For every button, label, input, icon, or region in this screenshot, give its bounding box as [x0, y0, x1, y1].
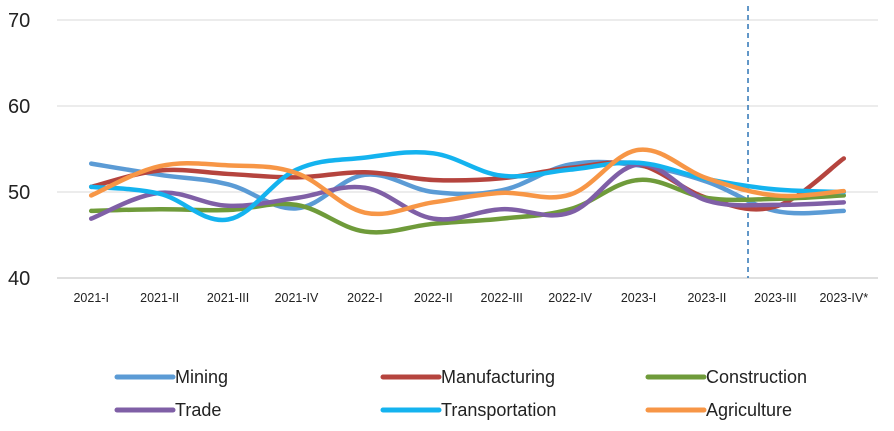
x-tick-label: 2021-IV — [275, 291, 319, 305]
y-tick-label: 40 — [8, 268, 30, 290]
x-axis-ticks: 2021-I 2021-II 2021-III 2021-IV 2022-I 2022-I… — [73, 291, 868, 305]
series-lines — [88, 147, 847, 235]
x-tick-label: 2022-III — [481, 291, 523, 305]
series-line-construction — [88, 177, 847, 235]
series-line-agriculture — [88, 147, 847, 217]
y-axis-ticks: 40 50 60 70 — [8, 10, 30, 290]
series-line-trade — [88, 162, 847, 222]
x-tick-label: 2022-IV — [548, 291, 592, 305]
legend-label-mining: Mining — [175, 367, 228, 387]
x-tick-label: 2021-I — [73, 291, 108, 305]
x-tick-label: 2021-II — [140, 291, 179, 305]
legend-label-trade: Trade — [175, 400, 221, 420]
y-tick-label: 60 — [8, 96, 30, 118]
gridlines — [57, 19, 878, 279]
legend-label-agriculture: Agriculture — [706, 400, 792, 420]
y-tick-label: 70 — [8, 10, 30, 32]
x-tick-label: 2023-III — [754, 291, 796, 305]
legend-label-construction: Construction — [706, 367, 807, 387]
series-line-mining — [88, 159, 847, 216]
x-tick-label: 2022-II — [414, 291, 453, 305]
x-tick-label: 2023-IV* — [819, 291, 868, 305]
x-tick-label: 2022-I — [347, 291, 382, 305]
legend-label-manufacturing: Manufacturing — [441, 367, 555, 387]
legend: Mining Manufacturing Construction Trade Tran… — [114, 367, 807, 420]
x-tick-label: 2021-III — [207, 291, 249, 305]
x-tick-label: 2023-II — [687, 291, 726, 305]
x-tick-label: 2023-I — [621, 291, 656, 305]
y-tick-label: 50 — [8, 182, 30, 204]
legend-label-transportation: Transportation — [441, 400, 556, 420]
